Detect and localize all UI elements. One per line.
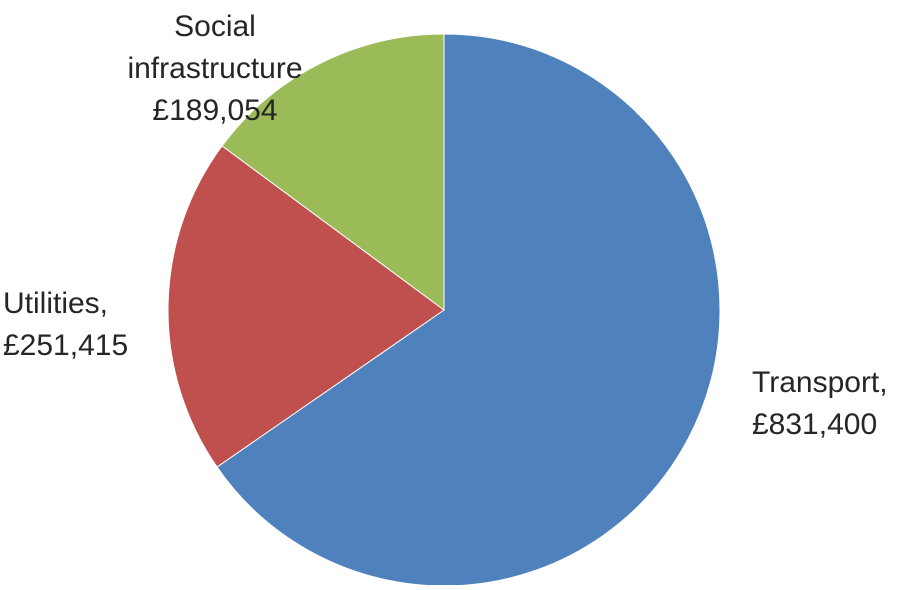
- pie-slice-transport: [216, 33, 721, 587]
- pie-slice-social-infrastructure: [221, 33, 445, 311]
- data-label-utilities: Utilities, £251,415: [3, 283, 163, 367]
- data-label-social-line-1: Social: [174, 10, 256, 43]
- data-label-utilities-name: Utilities,: [3, 287, 109, 320]
- data-label-utilities-value: £251,415: [3, 329, 129, 362]
- data-label-social-value: £189,054: [152, 94, 278, 127]
- data-label-social-line-2: infrastructure: [127, 52, 303, 85]
- data-label-transport: Transport, £831,400: [752, 362, 902, 446]
- data-label-transport-value: £831,400: [752, 408, 878, 441]
- data-label-social-infrastructure: Social infrastructure £189,054: [100, 6, 330, 132]
- data-label-transport-name: Transport,: [752, 366, 888, 399]
- pie-slice-utilities: [167, 145, 445, 468]
